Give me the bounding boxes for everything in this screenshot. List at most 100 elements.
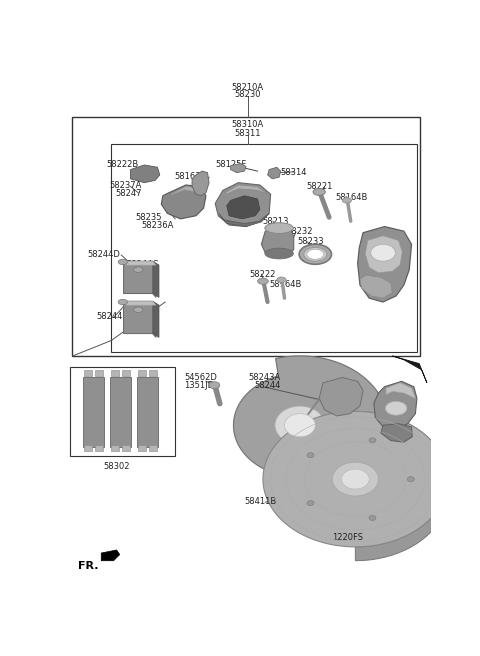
Ellipse shape	[408, 477, 414, 482]
Ellipse shape	[133, 307, 143, 312]
Bar	[111, 144, 417, 352]
Polygon shape	[171, 186, 204, 195]
Text: 58302: 58302	[103, 462, 130, 471]
Polygon shape	[365, 236, 402, 273]
Text: 58311: 58311	[234, 129, 261, 138]
Ellipse shape	[341, 469, 369, 489]
Text: 58232: 58232	[287, 228, 313, 236]
Ellipse shape	[342, 197, 351, 203]
Polygon shape	[392, 356, 427, 383]
Text: 58244: 58244	[254, 381, 281, 390]
Ellipse shape	[369, 516, 376, 520]
Text: 54562D: 54562D	[184, 373, 217, 382]
Bar	[72, 117, 420, 356]
Ellipse shape	[277, 277, 286, 282]
Text: 58314: 58314	[281, 168, 307, 177]
Ellipse shape	[369, 438, 376, 443]
Text: 58163B: 58163B	[174, 172, 207, 181]
Text: 58164B: 58164B	[269, 279, 301, 289]
Text: FR.: FR.	[78, 561, 99, 571]
Polygon shape	[386, 383, 415, 398]
Text: 58247: 58247	[115, 189, 142, 198]
Text: 58222B: 58222B	[107, 160, 139, 169]
Ellipse shape	[385, 401, 407, 415]
Polygon shape	[123, 261, 156, 297]
Polygon shape	[153, 301, 159, 337]
Text: 58125F: 58125F	[215, 159, 246, 169]
Polygon shape	[227, 195, 260, 219]
Polygon shape	[137, 377, 158, 447]
Bar	[149, 445, 156, 451]
Text: 58164B: 58164B	[336, 193, 368, 201]
Text: 58235: 58235	[135, 213, 162, 222]
Text: 58210A: 58210A	[231, 83, 264, 92]
Text: 58230: 58230	[234, 91, 261, 99]
Bar	[84, 445, 92, 451]
Ellipse shape	[209, 382, 220, 388]
Text: 58237A: 58237A	[109, 181, 141, 190]
Text: 1220FS: 1220FS	[332, 533, 363, 542]
Polygon shape	[131, 165, 160, 182]
Bar	[111, 445, 119, 451]
Polygon shape	[123, 301, 156, 305]
Polygon shape	[381, 424, 412, 442]
Bar	[71, 367, 175, 456]
Polygon shape	[161, 185, 206, 219]
Bar	[95, 370, 103, 376]
Polygon shape	[233, 356, 388, 495]
Ellipse shape	[307, 501, 314, 506]
Text: 58243A: 58243A	[248, 373, 280, 382]
Bar	[149, 370, 156, 376]
Ellipse shape	[307, 249, 324, 259]
Polygon shape	[360, 275, 392, 298]
Bar	[111, 370, 119, 376]
Ellipse shape	[313, 188, 325, 195]
Ellipse shape	[332, 462, 378, 496]
Ellipse shape	[285, 414, 315, 437]
Bar	[138, 370, 146, 376]
Bar	[122, 370, 130, 376]
Bar	[138, 445, 146, 451]
Polygon shape	[101, 550, 120, 561]
Text: 1351JD: 1351JD	[184, 381, 215, 390]
Polygon shape	[123, 261, 156, 265]
Polygon shape	[153, 261, 159, 297]
Ellipse shape	[307, 453, 314, 458]
Text: 58244D: 58244D	[87, 251, 120, 259]
Ellipse shape	[275, 406, 325, 445]
Polygon shape	[374, 381, 417, 429]
Polygon shape	[263, 411, 448, 547]
Bar	[84, 370, 92, 376]
Text: 58244C: 58244C	[124, 322, 156, 331]
Polygon shape	[110, 377, 131, 447]
Ellipse shape	[265, 222, 293, 234]
Polygon shape	[358, 226, 411, 302]
Polygon shape	[267, 167, 281, 179]
Ellipse shape	[118, 299, 127, 305]
Text: 58310A: 58310A	[231, 120, 264, 129]
Polygon shape	[123, 301, 156, 337]
Ellipse shape	[304, 247, 327, 261]
Ellipse shape	[258, 278, 268, 284]
Text: 58411B: 58411B	[244, 497, 276, 506]
Text: 58233: 58233	[298, 237, 324, 247]
Polygon shape	[225, 185, 267, 194]
Bar	[122, 445, 130, 451]
Text: 58213: 58213	[262, 217, 288, 226]
Text: 58236A: 58236A	[141, 221, 174, 230]
Ellipse shape	[133, 267, 143, 272]
Polygon shape	[219, 213, 269, 226]
Polygon shape	[215, 182, 271, 226]
Text: 58221: 58221	[306, 182, 333, 191]
Polygon shape	[83, 377, 104, 447]
Ellipse shape	[265, 248, 293, 259]
Ellipse shape	[118, 259, 127, 264]
Ellipse shape	[371, 244, 396, 261]
Text: 58244D: 58244D	[96, 312, 130, 321]
Polygon shape	[355, 411, 448, 561]
Text: 58244C: 58244C	[127, 260, 159, 270]
Polygon shape	[230, 163, 246, 173]
Bar	[95, 445, 103, 451]
Text: 58222: 58222	[250, 270, 276, 279]
Ellipse shape	[299, 244, 332, 264]
